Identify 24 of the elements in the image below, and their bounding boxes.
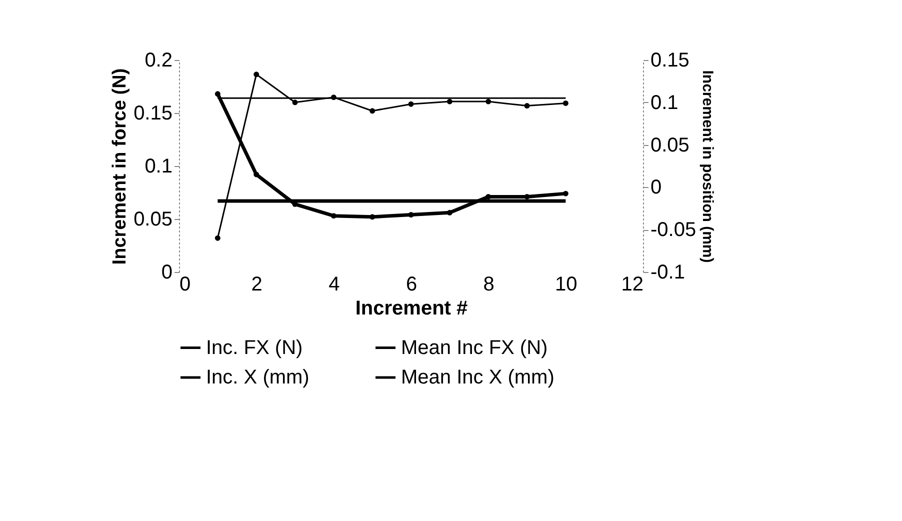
y2-tick-label: 0 [650,176,662,199]
x-tick-label: 12 [621,274,644,296]
legend-label: Mean Inc FX (N) [401,336,548,359]
y2-tick-label: -0.1 [650,262,685,284]
y2-tick-label: -0.05 [650,219,696,242]
legend-label: Mean Inc X (mm) [401,366,554,388]
y-tick-label: 0.05 [134,208,172,230]
legend-label: Inc. X (mm) [206,366,310,388]
y-tick-label: 0.15 [134,102,172,124]
x-tick-label: 10 [555,274,578,296]
x-tick-label: 6 [406,274,418,296]
x-tick-label: 2 [251,274,262,296]
y-axis-title: Increment in force (N) [110,68,131,265]
legend-label: Inc. FX (N) [206,336,303,359]
y2-tick-label: 0.1 [650,92,678,114]
y-tick-label: 0.2 [144,50,172,72]
x-tick-label: 8 [483,274,494,296]
y2-axis-title: Increment in position (mm) [699,70,716,263]
y-tick-label: 0.1 [144,156,172,178]
x-tick-label: 4 [328,274,340,296]
y2-tick-label: 0.15 [650,50,690,72]
x-tick-label: 0 [180,274,191,296]
y2-tick-label: 0.05 [650,134,690,156]
x-axis-title: Increment # [355,298,468,320]
